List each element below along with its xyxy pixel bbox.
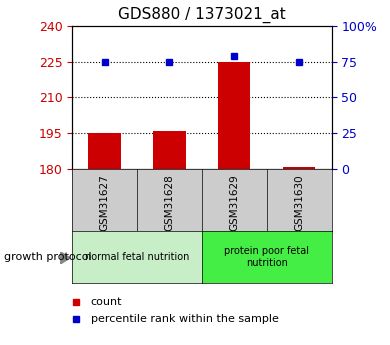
Text: protein poor fetal
nutrition: protein poor fetal nutrition xyxy=(224,246,309,268)
Polygon shape xyxy=(60,252,70,264)
Text: GSM31630: GSM31630 xyxy=(294,174,304,231)
Bar xyxy=(218,62,250,169)
Text: normal fetal nutrition: normal fetal nutrition xyxy=(85,252,189,262)
Text: percentile rank within the sample: percentile rank within the sample xyxy=(91,314,278,324)
Bar xyxy=(283,167,315,169)
Text: GSM31627: GSM31627 xyxy=(99,174,110,231)
Text: GSM31629: GSM31629 xyxy=(229,174,239,231)
Text: growth protocol: growth protocol xyxy=(4,252,92,262)
Bar xyxy=(89,133,121,169)
Bar xyxy=(153,131,186,169)
Text: count: count xyxy=(91,297,122,307)
Text: GSM31628: GSM31628 xyxy=(165,174,174,231)
Title: GDS880 / 1373021_at: GDS880 / 1373021_at xyxy=(118,7,286,23)
